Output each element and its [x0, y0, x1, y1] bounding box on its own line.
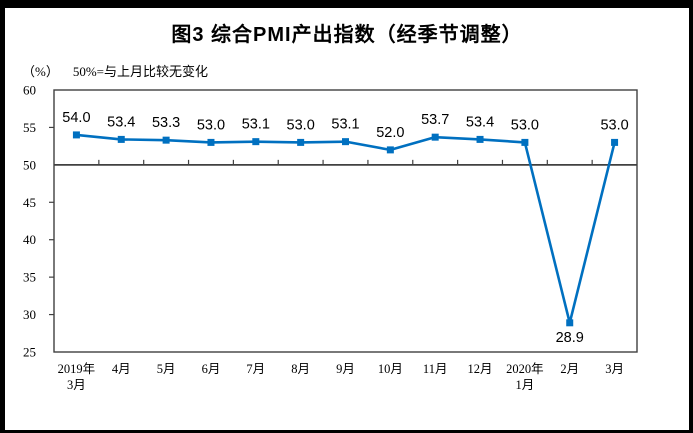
data-point-marker: [566, 319, 574, 327]
data-label: 53.4: [466, 114, 494, 130]
data-label: 53.4: [107, 114, 135, 130]
data-label: 53.1: [242, 117, 270, 133]
pmi-series-line: [75, 133, 616, 325]
y-tick-label: 25: [23, 345, 36, 360]
x-tick-label: 9月: [336, 362, 355, 376]
y-tick-label: 50: [23, 157, 36, 172]
data-label: 53.0: [197, 117, 225, 133]
x-tick-label: 2020年: [506, 362, 544, 376]
x-tick-label: 7月: [246, 362, 265, 376]
data-point-marker: [207, 138, 215, 146]
x-tick-label: 10月: [378, 362, 403, 376]
reference-note: 50%=与上月比较无变化: [72, 64, 209, 79]
x-tick-label: 2月: [560, 362, 579, 376]
y-tick-label: 30: [23, 307, 36, 322]
data-point-marker: [117, 135, 125, 143]
x-tick-label: 11月: [423, 362, 448, 376]
x-tick-label: 6月: [202, 362, 221, 376]
data-label: 53.0: [600, 117, 628, 133]
data-point-marker: [297, 138, 305, 146]
data-label: 53.7: [421, 112, 449, 128]
data-label: 52.0: [376, 125, 404, 141]
data-label: 28.9: [556, 330, 584, 346]
data-point-marker: [162, 136, 170, 144]
data-point-marker: [611, 138, 619, 146]
x-tick-label: 4月: [112, 362, 131, 376]
data-point-marker: [72, 131, 80, 139]
data-point-marker: [521, 138, 529, 146]
y-tick-label: 40: [23, 232, 36, 247]
x-tick-label: 5月: [157, 362, 176, 376]
data-point-marker: [431, 133, 439, 141]
data-point-marker: [386, 146, 394, 154]
data-point-marker: [342, 138, 349, 146]
chart-title: 图3 综合PMI产出指数（经季节调整）: [171, 24, 523, 46]
plot-frame: [53, 89, 638, 353]
y-tick-label: 45: [23, 195, 36, 210]
x-tick-label: 2019年: [58, 362, 96, 376]
data-label: 53.3: [152, 115, 180, 131]
x-tick-label: 3月: [605, 362, 624, 376]
y-tick-label: 60: [23, 83, 36, 98]
data-point-marker: [252, 138, 260, 146]
data-label: 53.1: [331, 117, 359, 133]
y-axis-unit-label: （%）: [22, 64, 59, 79]
data-label: 54.0: [62, 110, 90, 126]
x-tick-label: 1月: [516, 378, 535, 392]
y-tick-label: 55: [23, 120, 36, 135]
x-tick-label: 3月: [67, 378, 86, 392]
y-tick-label: 35: [23, 270, 36, 285]
x-tick-label: 8月: [291, 362, 310, 376]
data-label: 53.0: [511, 117, 539, 133]
data-point-marker: [476, 135, 484, 143]
pmi-line-chart: 60 55 50 45 40 35 30 25 2019年 3月 4月 5月 6月 7月 8月 9月 10月 11…: [23, 83, 638, 392]
x-tick-label: 12月: [468, 362, 493, 376]
chart-subtitle-row: （%） 50%=与上月比较无变化: [22, 61, 208, 80]
data-label: 53.0: [287, 117, 315, 133]
